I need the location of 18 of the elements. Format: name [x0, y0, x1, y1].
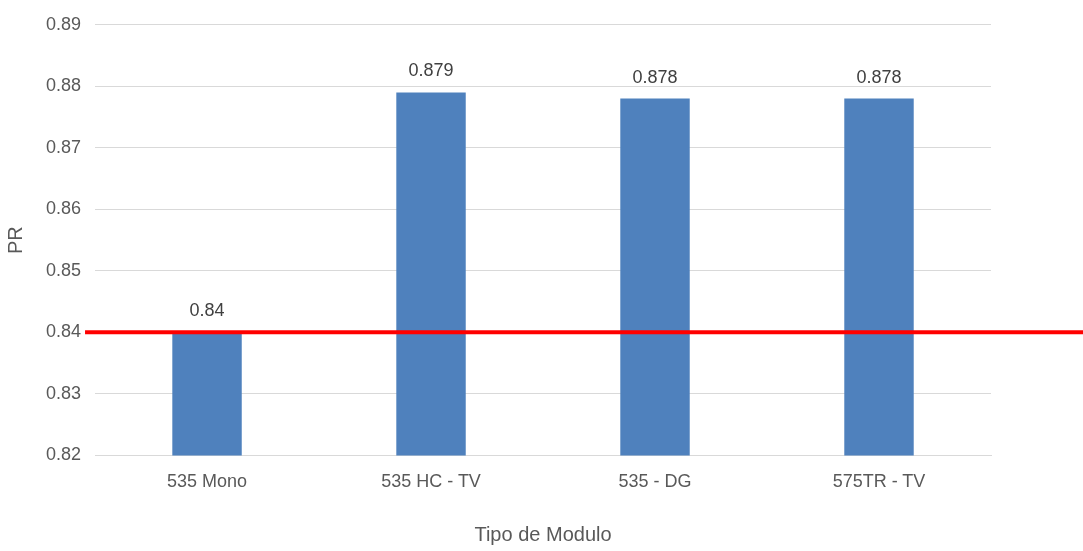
y-tick-label: 0.83: [45, 382, 82, 403]
x-tick-label: 575TR - TV: [832, 471, 926, 492]
x-tick-label: 535 HC - TV: [381, 471, 481, 492]
y-tick-label: 0.88: [45, 75, 82, 96]
x-axis-title: Tipo de Modulo: [474, 522, 612, 545]
x-tick-label: 535 - DG: [618, 471, 692, 492]
y-tick-label: 0.85: [45, 259, 82, 280]
y-tick-label: 0.86: [45, 198, 82, 219]
data-label: 0.879: [408, 60, 454, 81]
x-tick-label: 535 Mono: [167, 471, 248, 492]
data-label: 0.878: [632, 66, 678, 87]
y-tick-label: 0.87: [45, 136, 82, 157]
data-label: 0.878: [856, 66, 902, 87]
y-tick-label: 0.84: [45, 321, 82, 342]
y-tick-label: 0.89: [45, 13, 82, 34]
y-tick-label: 0.82: [45, 444, 82, 465]
data-label: 0.84: [189, 300, 225, 321]
y-axis-title: PR: [3, 226, 26, 254]
